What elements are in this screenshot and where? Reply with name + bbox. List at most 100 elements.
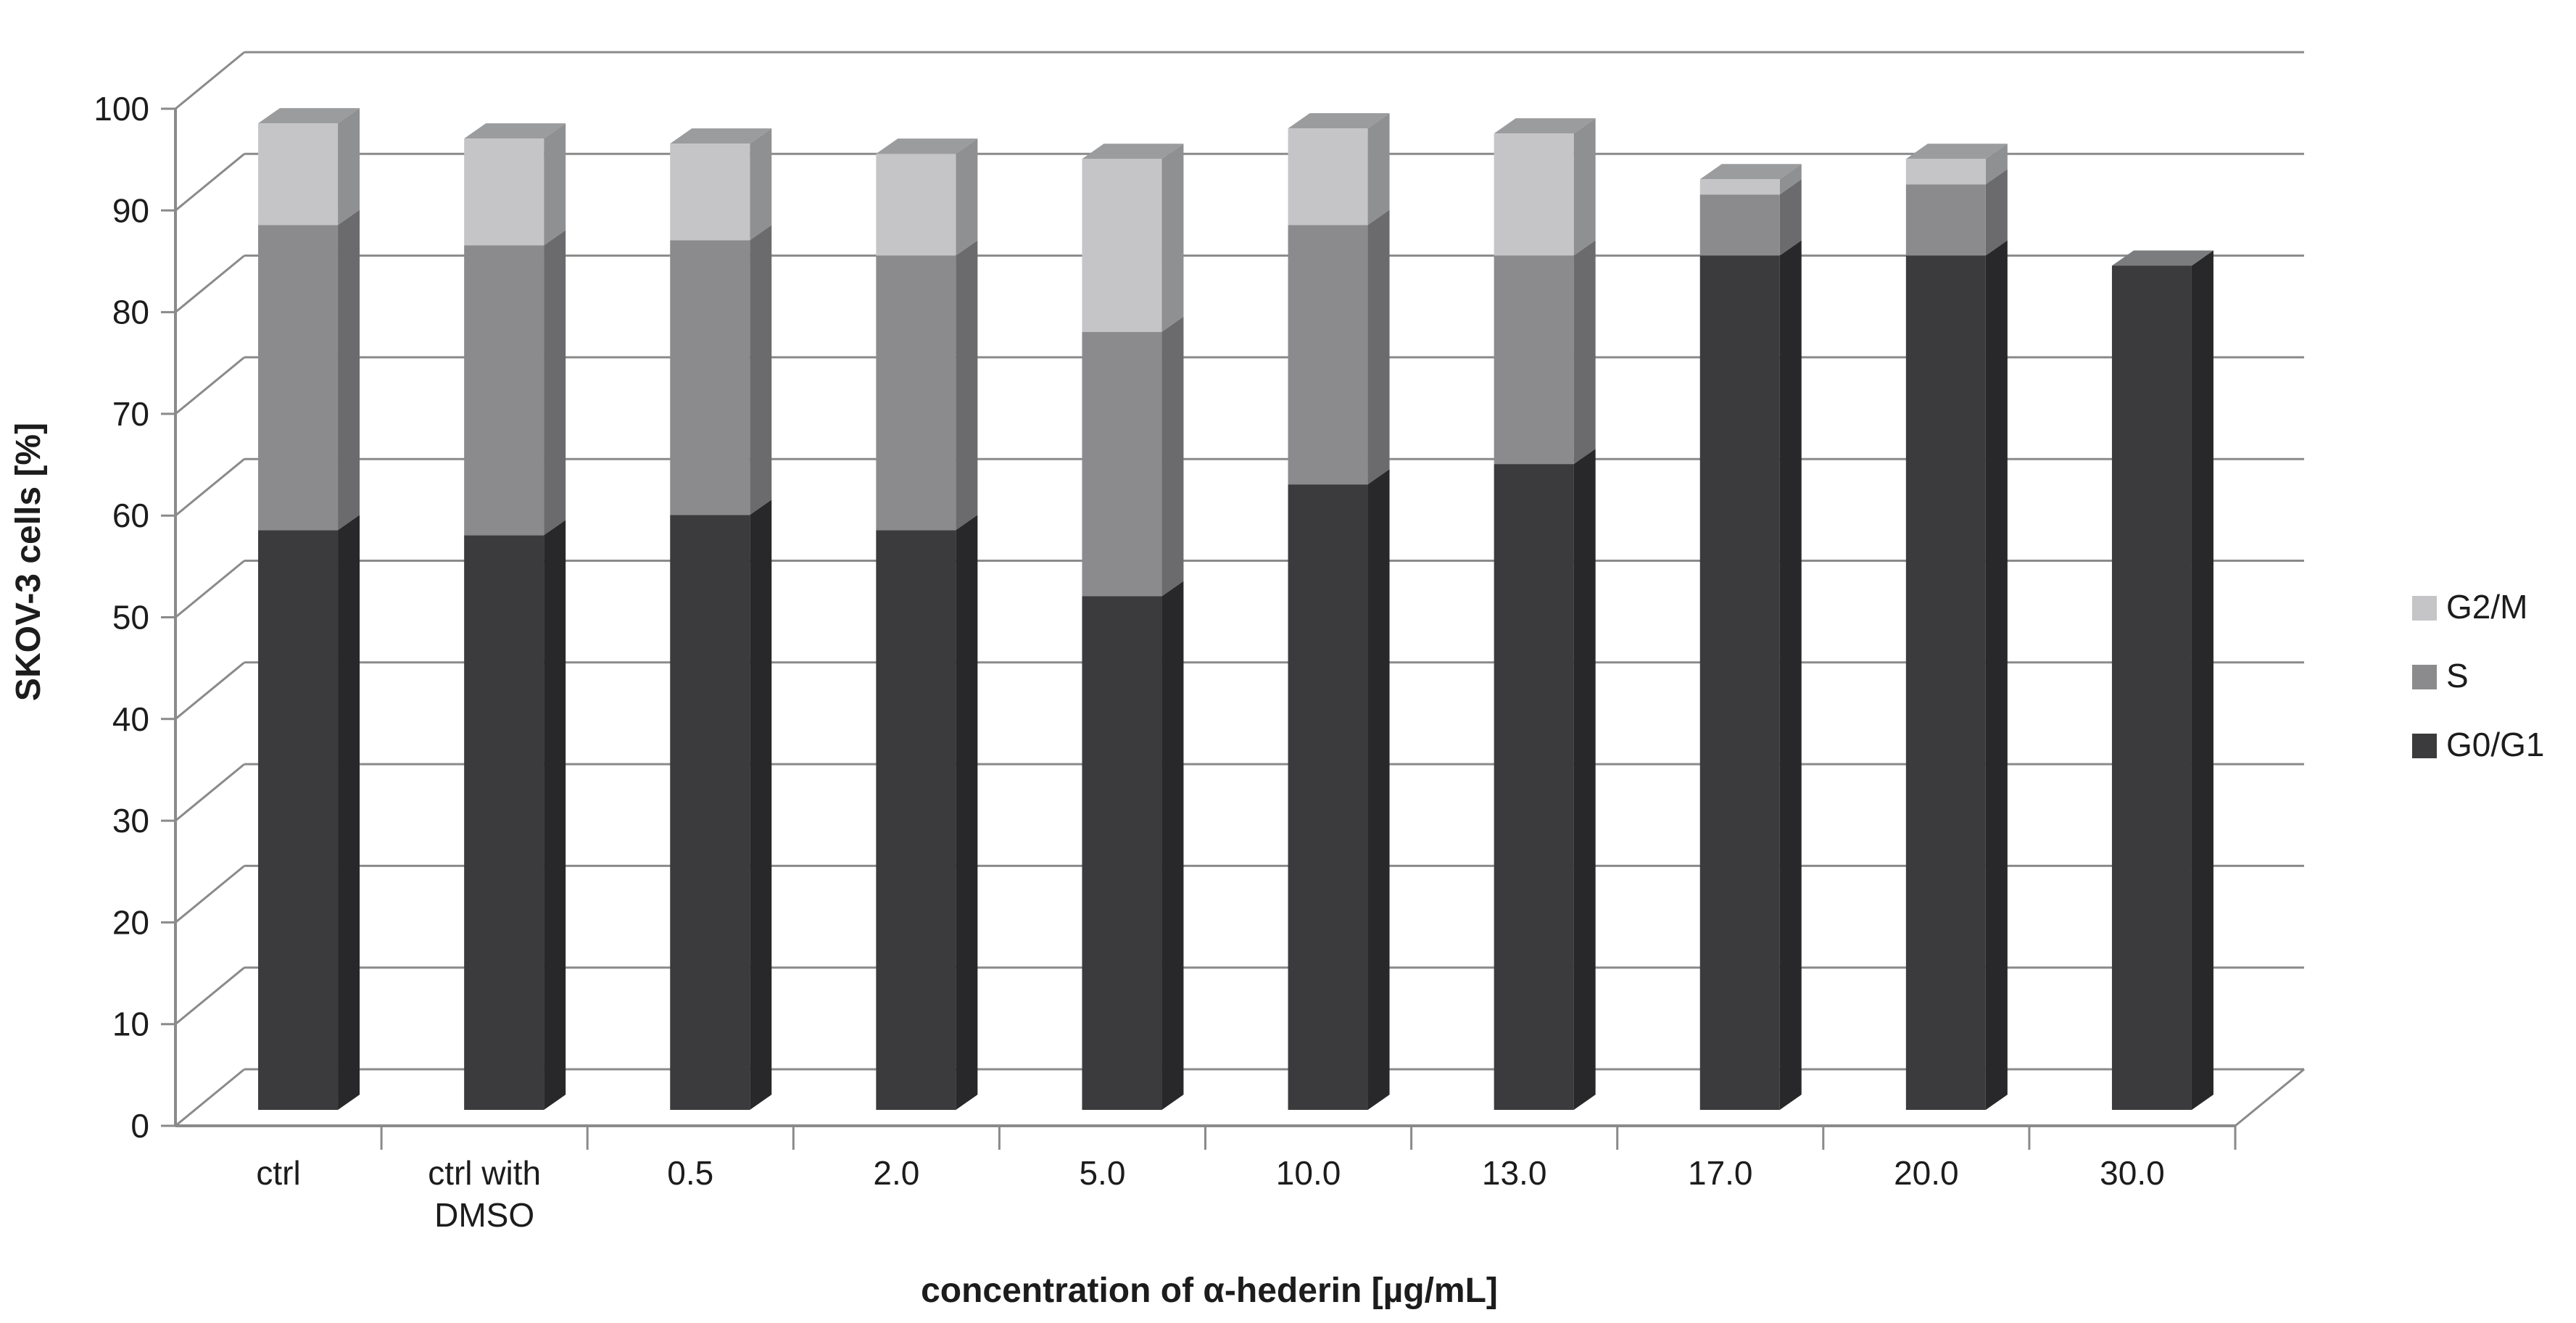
bar-segment-side-S bbox=[1573, 240, 1596, 465]
y-axis-tick-label: 50 bbox=[112, 599, 149, 636]
x-axis-category-label: 13.0 bbox=[1482, 1154, 1547, 1192]
legend-label-g0g1: G0/G1 bbox=[2446, 726, 2545, 763]
gridline-depth-connector bbox=[175, 1068, 245, 1127]
bar-segment-top-G2/M bbox=[464, 123, 566, 139]
bar-segment-G0/G1 bbox=[1494, 464, 1574, 1110]
bar-segment-S bbox=[464, 245, 544, 536]
x-axis-category-label: ctrl bbox=[256, 1154, 300, 1192]
y-axis-title: SKOV-3 cells [%] bbox=[9, 423, 48, 701]
bar-segment-side-G0/G1 bbox=[956, 515, 978, 1110]
bar-segment-side-G2/M bbox=[1779, 164, 1802, 195]
x-axis-category-label: 20.0 bbox=[1894, 1154, 1959, 1192]
bar-segment-top-G2/M bbox=[1699, 164, 1802, 180]
bar-segment-side-G0/G1 bbox=[1161, 581, 1184, 1110]
bar-ctrl bbox=[258, 108, 360, 1110]
bar-segment-top-G2/M bbox=[1288, 113, 1390, 129]
y-axis-tick-label: 20 bbox=[112, 903, 149, 941]
gridline-depth-connector bbox=[175, 153, 245, 212]
bar-segment-side-G0/G1 bbox=[544, 520, 566, 1110]
legend-swatch-g2m bbox=[2412, 596, 2437, 621]
bar-segment-side-G2/M bbox=[1985, 144, 2008, 185]
gridline-depth-connector bbox=[175, 661, 245, 720]
gridline-depth-connector bbox=[175, 763, 245, 822]
legend-label-g2m: G2/M bbox=[2446, 588, 2527, 626]
bar-segment-S bbox=[1082, 331, 1162, 597]
bar-segment-S bbox=[1288, 225, 1368, 485]
x-axis-category-label: 2.0 bbox=[873, 1154, 919, 1192]
bar-ctrl-with-DMSO bbox=[464, 123, 566, 1110]
gridline-depth-connector bbox=[175, 254, 245, 313]
x-axis-category-label: 0.5 bbox=[667, 1154, 713, 1192]
x-axis-category-label: 30.0 bbox=[2100, 1154, 2165, 1192]
bar-segment-G2/M bbox=[1699, 179, 1780, 195]
y-axis-tick-label: 90 bbox=[112, 191, 149, 229]
bar-30.0 bbox=[2111, 250, 2213, 1110]
bar-segment-top-G2/M bbox=[1494, 118, 1596, 134]
gridline-depth-connector bbox=[175, 560, 245, 618]
bar-segment-S bbox=[876, 255, 956, 531]
bar-segment-side-G2/M bbox=[544, 123, 566, 246]
bar-segment-G0/G1 bbox=[1288, 484, 1368, 1110]
y-axis-tick-labels: 0 10 20 30 40 50 60 70 80 90 100 bbox=[94, 90, 149, 1145]
bar-segment-side-G0/G1 bbox=[2191, 250, 2213, 1110]
bar-5.0 bbox=[1082, 144, 1184, 1110]
y-axis-tick-label: 70 bbox=[112, 395, 149, 433]
bar-segment-side-S bbox=[956, 240, 978, 531]
bars-group bbox=[258, 108, 2213, 1111]
y-axis-tick-label: 80 bbox=[112, 294, 149, 331]
bar-segment-S bbox=[258, 225, 339, 531]
legend-label-s: S bbox=[2446, 657, 2469, 694]
bar-segment-side-S bbox=[1161, 316, 1184, 597]
bar-segment-side-G0/G1 bbox=[1985, 240, 2008, 1111]
legend-swatch-g0g1 bbox=[2412, 734, 2437, 758]
bar-segment-G2/M bbox=[876, 154, 956, 256]
bar-segment-top-G0/G1 bbox=[2111, 250, 2213, 266]
bar-segment-G0/G1 bbox=[1905, 255, 1986, 1111]
bar-segment-G2/M bbox=[1082, 159, 1162, 332]
bar-segment-top-G2/M bbox=[876, 138, 978, 154]
y-axis-tick-label: 40 bbox=[112, 700, 149, 738]
bar-segment-top-G2/M bbox=[670, 128, 772, 144]
bar-segment-G0/G1 bbox=[2111, 265, 2192, 1110]
bar-segment-G0/G1 bbox=[876, 530, 956, 1110]
bar-segment-G0/G1 bbox=[464, 535, 544, 1110]
x-axis-category-labels: ctrl ctrl with DMSO 0.5 2.0 5.0 10.0 13.0 17.0 20… bbox=[256, 1154, 2164, 1234]
y-axis-tick-label: 0 bbox=[131, 1107, 149, 1145]
legend: G2/M S G0/G1 bbox=[2412, 588, 2545, 763]
bar-segment-side-S bbox=[1985, 169, 2008, 256]
x-axis-category-label: 10.0 bbox=[1276, 1154, 1341, 1192]
x-axis-title: concentration of α-hederin [µg/mL] bbox=[921, 1272, 1498, 1310]
gridline-depth-connector bbox=[175, 356, 245, 415]
bar-segment-G2/M bbox=[1494, 133, 1574, 256]
bar-segment-top-G2/M bbox=[258, 108, 360, 124]
bar-segment-S bbox=[1699, 194, 1780, 256]
bar-segment-G2/M bbox=[258, 123, 339, 225]
bar-segment-side-S bbox=[544, 230, 566, 536]
bar-segment-side-S bbox=[1779, 179, 1802, 256]
bar-segment-G0/G1 bbox=[670, 515, 750, 1110]
bar-17.0 bbox=[1699, 164, 1802, 1111]
bar-segment-side-G2/M bbox=[338, 108, 360, 225]
bar-segment-S bbox=[1494, 255, 1574, 465]
x-axis-category-label: 5.0 bbox=[1079, 1154, 1125, 1192]
bar-20.0 bbox=[1905, 144, 2008, 1111]
y-axis-tick-label: 60 bbox=[112, 497, 149, 534]
bar-10.0 bbox=[1288, 113, 1390, 1110]
bar-segment-side-G2/M bbox=[956, 138, 978, 256]
bar-segment-G0/G1 bbox=[258, 530, 339, 1110]
bar-segment-side-G0/G1 bbox=[1573, 449, 1596, 1110]
x-axis-category-label: ctrl with DMSO bbox=[428, 1154, 541, 1234]
bar-segment-G2/M bbox=[670, 144, 750, 241]
bar-segment-side-S bbox=[1367, 210, 1390, 485]
bar-segment-side-G2/M bbox=[750, 128, 772, 241]
y-axis-tick-label: 30 bbox=[112, 802, 149, 839]
floor-right-edge bbox=[2235, 1068, 2305, 1127]
x-axis-category-label: 17.0 bbox=[1688, 1154, 1753, 1192]
legend-item: G0/G1 bbox=[2412, 726, 2545, 763]
bar-segment-side-G2/M bbox=[1161, 144, 1184, 332]
bar-segment-top-G2/M bbox=[1082, 144, 1184, 159]
legend-item: G2/M bbox=[2412, 588, 2527, 626]
bar-segment-G2/M bbox=[464, 138, 544, 246]
gridline-depth-connector bbox=[175, 865, 245, 924]
